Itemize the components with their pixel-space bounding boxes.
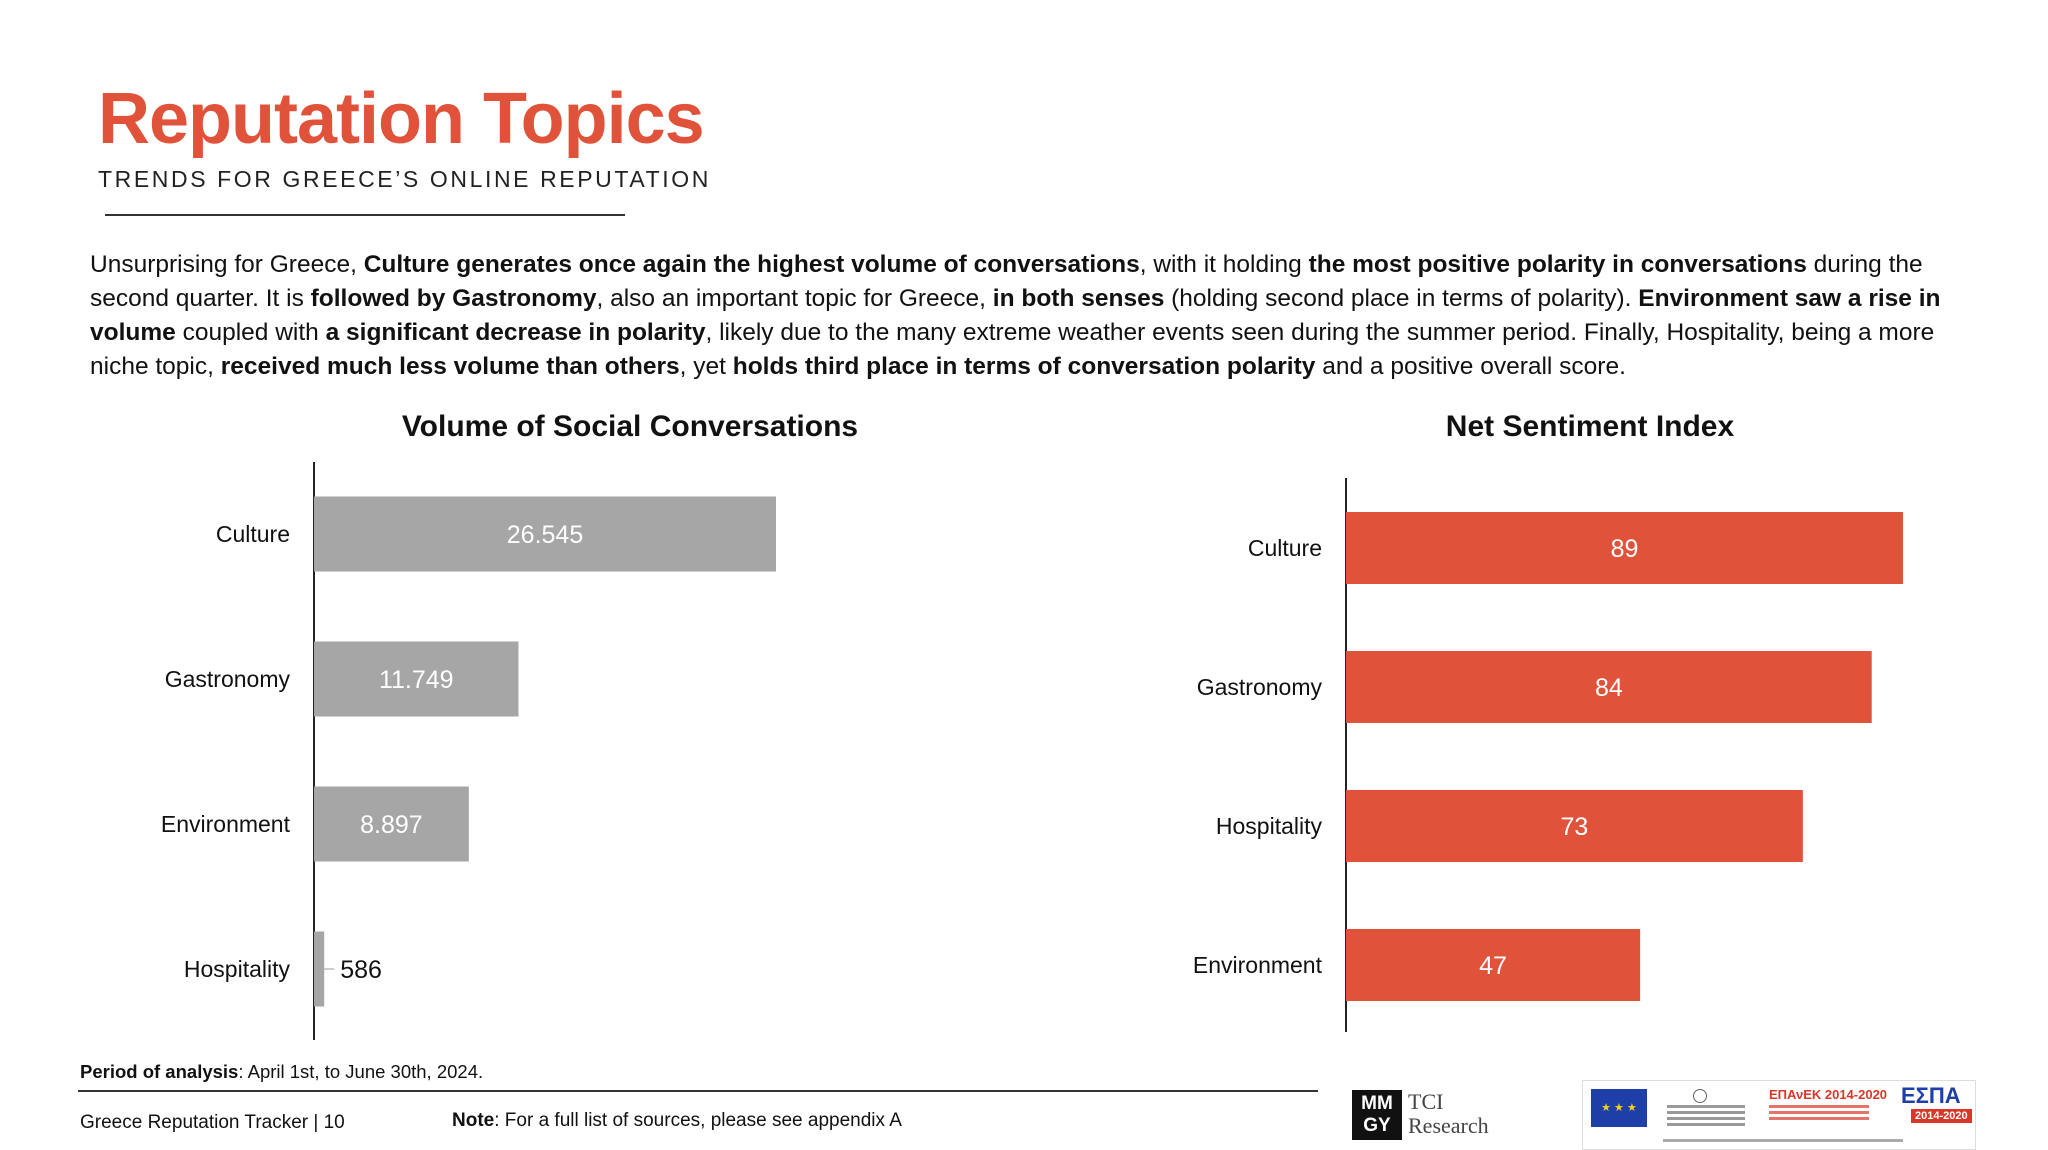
data-label: 586 bbox=[340, 956, 382, 984]
eu-funding-logos: ★ ★ ★ ΕΠΑνΕΚ 2014-2020 ΕΣΠΑ 2014-2020 bbox=[1582, 1080, 1976, 1150]
mmgy-logo-line1: MM bbox=[1361, 1093, 1393, 1114]
data-label: 84 bbox=[1595, 674, 1623, 702]
intro-highlight: followed by Gastronomy bbox=[310, 285, 597, 312]
bar-environment bbox=[314, 786, 469, 862]
sentiment-chart-title: Net Sentiment Index bbox=[1445, 410, 1735, 443]
page-subtitle: TRENDS FOR GREECE’S ONLINE REPUTATION bbox=[98, 166, 711, 192]
tci-research-logo: TCI Research bbox=[1408, 1090, 1489, 1138]
bar-environment bbox=[1346, 929, 1641, 1001]
greek-emblem-icon bbox=[1693, 1089, 1707, 1103]
bar-hospitality bbox=[1346, 790, 1803, 862]
category-label: Culture bbox=[216, 521, 290, 547]
bar-gastronomy bbox=[314, 641, 519, 717]
espa-years: 2014-2020 bbox=[1911, 1109, 1972, 1123]
category-label: Gastronomy bbox=[1197, 674, 1323, 700]
category-label: Gastronomy bbox=[165, 666, 291, 692]
intro-text: and a positive overall score. bbox=[1315, 353, 1626, 380]
intro-highlight: received much less volume than others bbox=[220, 353, 680, 380]
intro-highlight: holds third place in terms of conversati… bbox=[732, 353, 1316, 380]
intro-text: coupled with bbox=[175, 319, 326, 346]
note-label: Note bbox=[452, 1110, 495, 1131]
mmgy-logo-line2: GY bbox=[1363, 1115, 1391, 1136]
intro-highlight: the most positive polarity in conversati… bbox=[1308, 251, 1807, 278]
category-label: Hospitality bbox=[1216, 813, 1323, 839]
data-label: 73 bbox=[1561, 813, 1589, 841]
period-label: Period of analysis bbox=[80, 1061, 239, 1082]
intro-text: (holding second place in terms of polari… bbox=[1164, 285, 1639, 312]
data-label: 11.749 bbox=[379, 666, 454, 694]
bar-culture bbox=[314, 496, 776, 572]
intro-highlight: in both senses bbox=[992, 285, 1165, 312]
bar-gastronomy bbox=[1346, 651, 1872, 723]
data-label: 89 bbox=[1611, 535, 1639, 563]
espa-logo: ΕΣΠΑ bbox=[1901, 1083, 1961, 1108]
epanek-subtext bbox=[1769, 1105, 1869, 1123]
bar-culture bbox=[1346, 512, 1903, 584]
intro-text: Unsurprising for Greece, bbox=[90, 251, 364, 278]
intro-paragraph: Unsurprising for Greece, Culture generat… bbox=[90, 248, 1980, 384]
data-label: 8.897 bbox=[360, 811, 423, 839]
category-label: Environment bbox=[161, 811, 291, 837]
sentiment-chart: Culture 89 Gastronomy 84 Hospitality 73 Enviro… bbox=[1193, 478, 1903, 1032]
category-label: Culture bbox=[1248, 535, 1322, 561]
eu-funding-footnote bbox=[1663, 1139, 1903, 1142]
intro-text: , yet bbox=[679, 353, 733, 380]
title-divider bbox=[105, 214, 625, 216]
intro-text: during the second quarter. It is bbox=[90, 251, 1923, 312]
footer-note: Note: For a full list of sources, please… bbox=[452, 1110, 902, 1132]
eu-flag-icon: ★ ★ ★ bbox=[1591, 1089, 1647, 1127]
volume-chart-title: Volume of Social Conversations bbox=[401, 410, 859, 443]
footer-tracker-label: Greece Reputation Tracker | 10 bbox=[80, 1112, 345, 1133]
footer-divider bbox=[78, 1090, 1318, 1092]
period-of-analysis: Period of analysis: April 1st, to June 3… bbox=[80, 1061, 483, 1083]
intro-highlight: Environment saw a rise in volume bbox=[90, 285, 1941, 346]
mmgy-logo: MM GY bbox=[1352, 1090, 1402, 1140]
intro-text: , also an important topic for Greece, bbox=[596, 285, 993, 312]
intro-text: , with it holding bbox=[1139, 251, 1309, 278]
category-label: Environment bbox=[1193, 952, 1323, 978]
data-label: 47 bbox=[1479, 952, 1507, 980]
page-title: Reputation Topics bbox=[98, 79, 705, 159]
period-value: : April 1st, to June 30th, 2024. bbox=[238, 1061, 484, 1082]
category-label: Hospitality bbox=[184, 956, 291, 982]
intro-text: , likely due to the many extreme weather… bbox=[90, 319, 1935, 380]
tci-logo-line1: TCI bbox=[1408, 1089, 1444, 1114]
tci-logo-line2: Research bbox=[1408, 1113, 1489, 1138]
intro-highlight: a significant decrease in polarity bbox=[325, 319, 706, 346]
bar-hospitality bbox=[314, 931, 325, 1007]
intro-highlight: Culture generates once again the highest… bbox=[363, 251, 1140, 278]
note-value: : For a full list of sources, please see… bbox=[494, 1110, 902, 1131]
ministry-text-block bbox=[1667, 1105, 1745, 1129]
volume-chart: Culture 26.545 Gastronomy 11.749 Environment… bbox=[161, 462, 776, 1040]
epanek-logo: ΕΠΑνΕΚ 2014-2020 bbox=[1769, 1087, 1888, 1102]
data-label: 26.545 bbox=[507, 521, 583, 549]
